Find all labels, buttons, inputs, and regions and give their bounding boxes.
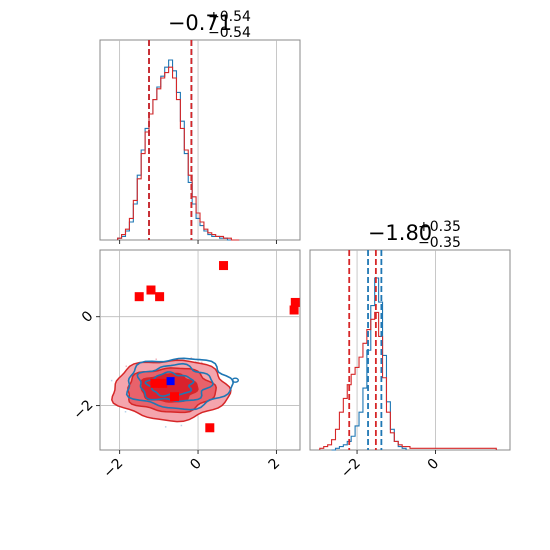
red-marker-5: [290, 297, 300, 307]
panel-bottom-left-contours: [111, 357, 239, 423]
red-marker-4: [289, 305, 299, 315]
panel-bottom-right-quantile-lines: [348, 250, 383, 450]
red-marker-1: [146, 285, 156, 295]
sample-point: [180, 424, 183, 427]
title-lower: −0.35: [418, 235, 461, 251]
red-marker-0: [134, 292, 144, 302]
panel-bottom-left-frame: [99, 249, 301, 451]
sample-point: [190, 357, 193, 359]
title-lower: −0.54: [208, 25, 251, 41]
title-median: −0.71: [168, 11, 232, 35]
panel-bottom-right-ticks: −2 0: [338, 450, 442, 481]
sample-point: [195, 361, 197, 363]
blue-contour-outer: [125, 357, 234, 411]
red-marker-7: [158, 378, 168, 388]
panel-bottom-left-grid: [100, 250, 300, 450]
panel-top-left-ticks: [119, 240, 277, 244]
title-median: −1.80: [368, 221, 432, 245]
panel-top-left-frame: [99, 39, 301, 241]
x-tick-label-1: 0: [187, 456, 205, 474]
panel-bottom-right-histograms: [319, 277, 497, 451]
panel-bottom-left: −2 0 2 −2 0: [71, 249, 301, 482]
x-tick-label-1: 0: [425, 456, 443, 474]
sample-point: [124, 410, 127, 413]
title-upper: +0.54: [208, 9, 251, 25]
sample-point: [155, 358, 157, 360]
x-tick-label-2: 2: [266, 456, 284, 474]
sample-point: [201, 361, 203, 364]
red-marker-2: [155, 292, 165, 302]
histogram-series-1: [319, 311, 497, 450]
panel-bottom-left-markers: [134, 261, 300, 433]
red-marker-8: [170, 392, 180, 402]
red-marker-6: [150, 378, 160, 388]
y-tick-label-0: −2: [71, 397, 97, 423]
panel-top-left-quantile-lines: [148, 40, 193, 240]
sample-point: [125, 365, 128, 368]
panel-top-left-histograms: [117, 59, 240, 241]
panel-top-left-title: −0.71: [168, 11, 232, 35]
sample-point: [164, 426, 167, 428]
x-tick-label-0: −2: [338, 456, 364, 482]
blue-marker-0: [166, 377, 175, 386]
panel-top-left: −0.71 +0.54 −0.54: [99, 9, 301, 244]
red-marker-9: [205, 423, 215, 433]
panel-bottom-right-frame: [309, 249, 511, 451]
x-tick-label-0: −2: [101, 456, 127, 482]
sample-point: [110, 379, 113, 382]
panel-bottom-right: −2 0 −1.80 +0.35 −0.35: [309, 219, 511, 481]
histogram-series-1: [117, 66, 240, 241]
panel-bottom-right-title: −1.80: [368, 221, 432, 245]
blue-contour-middle: [136, 362, 214, 403]
blue-contour-island: [231, 377, 239, 383]
red-marker-3: [219, 261, 229, 271]
title-upper: +0.35: [418, 219, 461, 235]
blue-contour-inner: [144, 371, 195, 398]
y-tick-label-1: 0: [79, 308, 97, 326]
panel-top-left-grid: [119, 40, 277, 240]
histogram-series-0: [117, 59, 240, 241]
panel-bottom-right-grid: [356, 250, 436, 450]
